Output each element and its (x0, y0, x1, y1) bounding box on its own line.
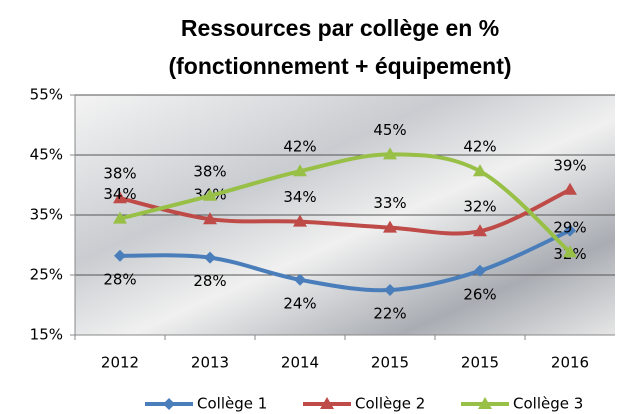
chart-title: Ressources par collège en % (181, 15, 499, 41)
data-point (383, 220, 397, 233)
chart-title: (fonctionnement + équipement) (168, 53, 511, 79)
data-point (294, 273, 306, 286)
legend-label: Collège 3 (513, 395, 583, 413)
data-point (293, 164, 307, 177)
series-line (119, 228, 571, 293)
data-label: 34% (283, 188, 316, 206)
data-point (474, 264, 486, 277)
data-point (473, 164, 487, 177)
data-point (113, 211, 127, 224)
data-point (383, 147, 397, 160)
x-tick-label: 2014 (281, 354, 319, 372)
y-tick-label: 55% (30, 86, 63, 104)
data-label: 34% (103, 185, 136, 203)
data-label: 38% (103, 165, 136, 183)
data-point (473, 224, 487, 237)
data-label: 32% (463, 198, 496, 216)
data-label: 28% (193, 272, 226, 290)
series-line (119, 152, 572, 254)
y-tick-label: 25% (30, 266, 63, 284)
x-tick-label: 2012 (101, 354, 139, 372)
legend-label: Collège 2 (355, 395, 425, 413)
series-line (119, 187, 571, 236)
y-tick-label: 15% (30, 326, 63, 344)
data-point (384, 284, 396, 296)
data-point (203, 212, 217, 225)
data-label: 28% (103, 270, 136, 288)
data-label: 22% (373, 305, 406, 323)
data-label: 38% (193, 162, 226, 180)
data-label: 29% (553, 219, 586, 237)
data-point (114, 249, 126, 262)
x-tick-label: 2015 (371, 354, 409, 372)
legend-marker (478, 397, 492, 409)
data-label: 42% (283, 138, 316, 156)
data-label: 42% (463, 138, 496, 156)
y-tick-label: 45% (30, 146, 63, 164)
data-point (564, 224, 576, 237)
data-point (203, 188, 217, 201)
data-label: 39% (553, 156, 586, 174)
data-label: 33% (373, 194, 406, 212)
y-tick-label: 35% (30, 206, 63, 224)
data-point (204, 251, 216, 264)
data-label: 24% (283, 294, 316, 312)
x-tick-label: 2015 (461, 354, 499, 372)
data-point (113, 191, 127, 204)
x-tick-label: 2016 (551, 354, 589, 372)
legend-marker (163, 398, 175, 410)
x-tick-label: 2013 (191, 354, 229, 372)
data-point (563, 182, 577, 195)
legend-marker (320, 397, 334, 409)
data-point (293, 214, 307, 227)
data-label: 26% (463, 285, 496, 303)
data-point (563, 245, 577, 258)
data-label: 45% (373, 121, 406, 139)
legend-label: Collège 1 (197, 395, 267, 413)
